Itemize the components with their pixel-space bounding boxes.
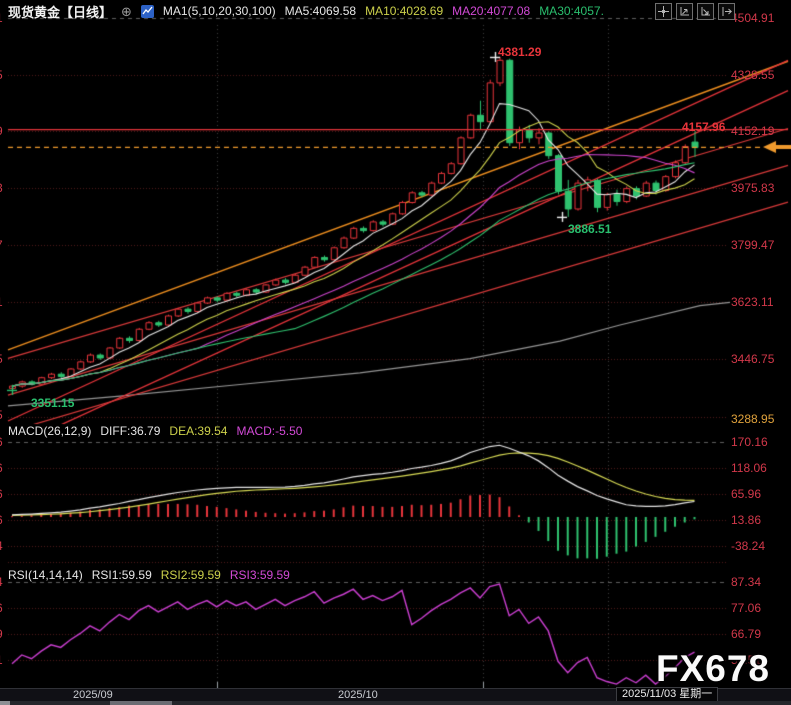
macd-title: MACD(26,12,9) xyxy=(8,424,92,438)
price-axis-bottom-label: 3288.95 xyxy=(731,412,775,426)
price-axis-label: 4328.55 xyxy=(731,68,775,82)
macd-axis-label: 118.06 xyxy=(731,461,767,475)
ma10-value: MA10:4028.69 xyxy=(365,4,444,18)
axis-scale-left-icon[interactable] xyxy=(676,3,693,20)
cropped-axis-label-fragment: 3 xyxy=(0,181,5,195)
cropped-axis-label-fragment: 1 xyxy=(0,653,5,667)
high-price-label: 4381.29 xyxy=(498,45,542,59)
macd-diff-value: DIFF:36.79 xyxy=(100,424,161,438)
rsi-axis-label: 87.34 xyxy=(731,575,762,589)
resistance-price-label: 4157.96 xyxy=(682,120,726,134)
cropped-axis-label-fragment: 4 xyxy=(0,539,5,553)
rsi3-value: RSI3:59.59 xyxy=(229,568,290,582)
rsi1-value: RSI1:59.59 xyxy=(91,568,152,582)
move-crosshair-icon[interactable] xyxy=(655,3,672,20)
instrument-title: 现货黄金【日线】 xyxy=(8,4,113,20)
add-indicator-icon[interactable]: ⊕ xyxy=(121,3,132,19)
macd-dea-value: DEA:39.54 xyxy=(169,424,228,438)
rsi-panel-header: RSI(14,14,14) RSI1:59.59 RSI2:59.59 RSI3… xyxy=(8,568,290,582)
axis-scale-right-icon[interactable] xyxy=(697,3,714,20)
cropped-axis-label-fragment: 6 xyxy=(0,461,5,475)
ma-settings-label: MA1(5,10,20,30,100) xyxy=(162,4,276,18)
cropped-axis-label-fragment: 5 xyxy=(0,68,5,82)
chart-header: 现货黄金【日线】 ⊕ MA1(5,10,20,30,100) MA5:4069.… xyxy=(0,0,791,22)
rsi-axis-label: 77.06 xyxy=(731,601,762,615)
ma30-value: MA30:4057. xyxy=(539,4,604,18)
cropped-axis-label-fragment: 1 xyxy=(0,11,5,25)
rsi-title: RSI(14,14,14) xyxy=(8,568,83,582)
rsi2-value: RSI2:59.59 xyxy=(160,568,221,582)
cropped-axis-label-fragment: 6 xyxy=(0,601,5,615)
rsi-axis-label: 56.51 xyxy=(731,653,762,667)
watermark: FX678 xyxy=(656,648,771,689)
mid-low-price-label: 3886.51 xyxy=(568,222,612,236)
scrollbar-thumb[interactable] xyxy=(110,701,172,705)
cropped-axis-label-fragment: 6 xyxy=(0,513,5,527)
macd-axis-label: 170.16 xyxy=(731,435,768,449)
ma-chart-icon[interactable] xyxy=(140,4,154,18)
cropped-axis-label-fragment: 9 xyxy=(0,627,5,641)
cropped-axis-label-fragment: 6 xyxy=(0,435,5,449)
cropped-axis-label-fragment: 9 xyxy=(0,124,5,138)
cropped-axis-label-fragment: 1 xyxy=(0,295,5,309)
price-axis-label: 4504.91 xyxy=(731,11,775,25)
macd-axis-label: 65.96 xyxy=(731,487,762,501)
macd-axis-label: 13.86 xyxy=(731,513,762,527)
cropped-axis-label-fragment: 7 xyxy=(0,238,5,252)
macd-axis-label: -38.24 xyxy=(731,539,766,553)
cropped-axis-label-fragment: 4 xyxy=(0,575,5,589)
time-axis xyxy=(0,688,791,702)
cropped-axis-label-fragment: 5 xyxy=(0,352,5,366)
price-axis-label: 3623.11 xyxy=(731,295,774,309)
price-axis-label: 3975.83 xyxy=(731,181,775,195)
rsi-axis-label: 66.79 xyxy=(731,627,762,641)
start-low-price-label: 3351.15 xyxy=(31,396,75,410)
cropped-axis-label-fragment: 5 xyxy=(0,408,5,422)
chart-toolbar xyxy=(655,3,735,20)
price-axis-label: 3446.75 xyxy=(731,352,775,366)
exit-right-icon[interactable] xyxy=(718,3,735,20)
macd-panel-header: MACD(26,12,9) DIFF:36.79 DEA:39.54 MACD:… xyxy=(8,424,302,438)
price-axis-label: 3799.47 xyxy=(731,238,775,252)
ma5-value: MA5:4069.58 xyxy=(284,4,357,18)
scrollbar-left-button[interactable] xyxy=(0,701,10,705)
time-axis-label-sep: 2025/09 xyxy=(73,689,113,701)
macd-value: MACD:-5.50 xyxy=(236,424,303,438)
price-axis-label: 4152.19 xyxy=(731,124,775,138)
horizontal-scrollbar[interactable] xyxy=(0,701,791,705)
ma20-value: MA20:4077.08 xyxy=(452,4,531,18)
time-axis-label-oct: 2025/10 xyxy=(338,689,378,701)
cropped-axis-label-fragment: 6 xyxy=(0,487,5,501)
